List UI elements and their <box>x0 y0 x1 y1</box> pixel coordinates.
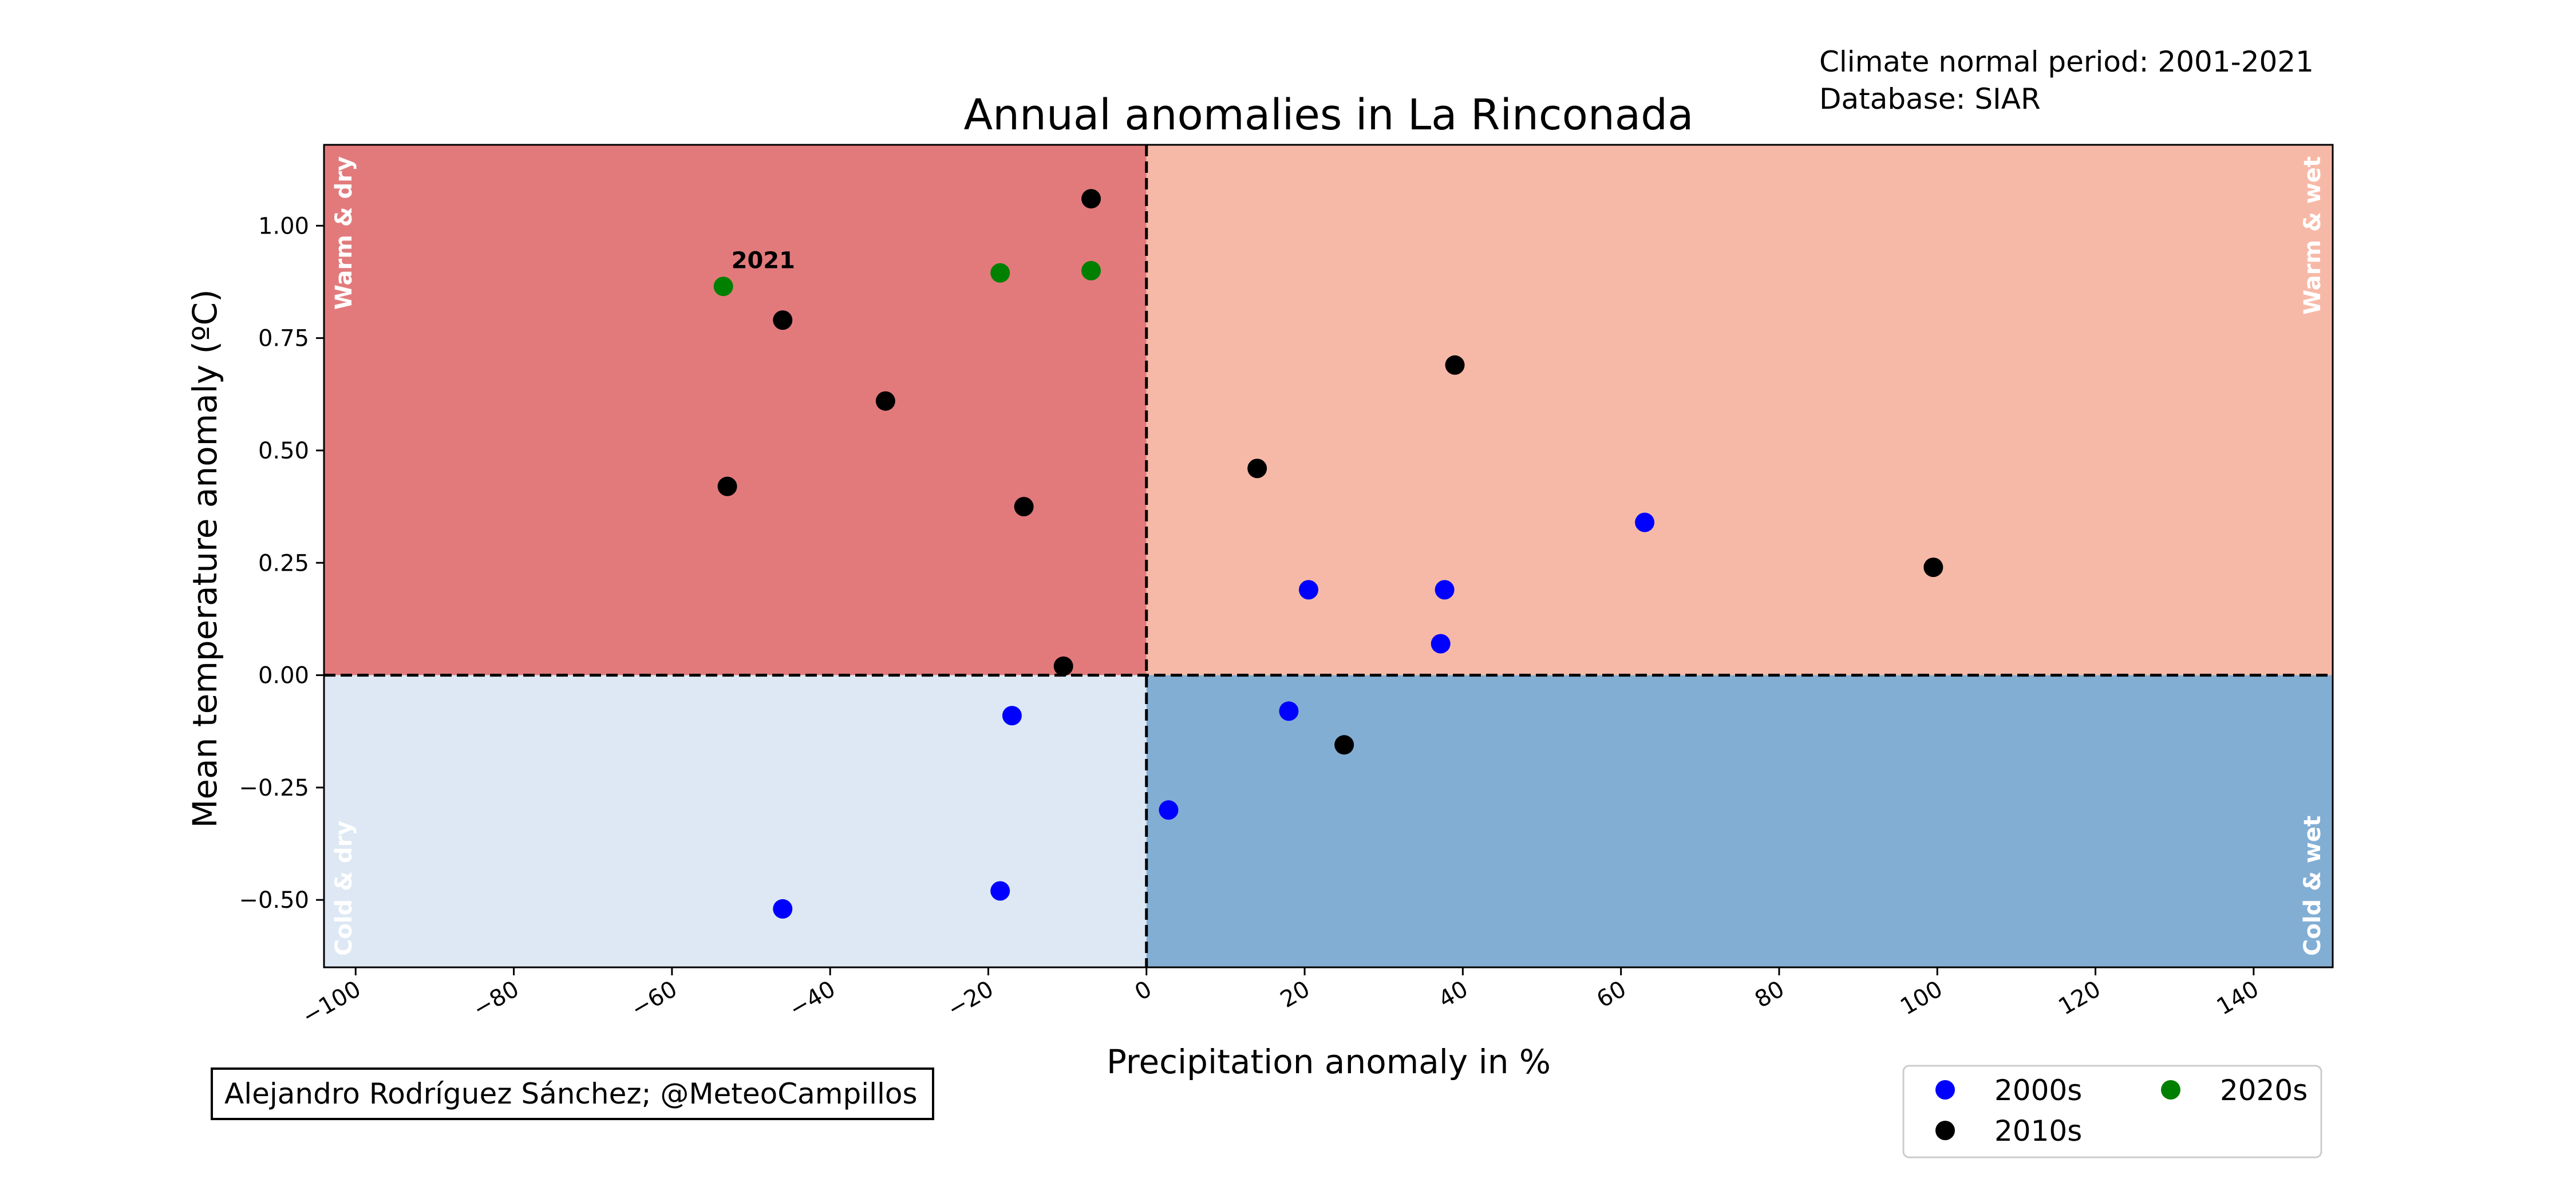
info-database: Database: SIAR <box>1819 82 2041 116</box>
data-point-2000s <box>1002 706 1022 726</box>
data-point-2010s <box>1923 557 1943 578</box>
data-point-2020s <box>1081 260 1101 280</box>
y-tick-label: 0.25 <box>258 550 309 576</box>
quadrant-warm-dry <box>324 145 1147 675</box>
data-point-2010s <box>1445 355 1465 375</box>
y-tick-label: 0.75 <box>258 326 309 352</box>
quadrant-warm-wet <box>1146 145 2333 675</box>
chart-title: Annual anomalies in La Rinconada <box>964 90 1694 140</box>
data-point-2020s <box>990 263 1010 283</box>
legend-label-2020s: 2020s <box>2220 1074 2308 1107</box>
data-point-2000s <box>990 881 1010 901</box>
data-point-2010s <box>1053 656 1073 676</box>
data-point-2010s <box>1334 735 1354 755</box>
quadrant-label-cold-wet: Cold & wet <box>2300 816 2326 956</box>
data-point-2000s <box>1279 701 1299 721</box>
data-points <box>713 189 1943 919</box>
x-tick-label: 120 <box>2054 976 2105 1021</box>
data-point-2010s <box>1081 189 1101 209</box>
data-point-2010s <box>1247 458 1267 479</box>
y-tick-label: −0.50 <box>239 887 309 914</box>
data-point-2020s <box>713 276 733 296</box>
x-tick-label: 100 <box>1896 976 1947 1021</box>
x-tick-label: 20 <box>1276 976 1314 1013</box>
legend-marker-2010s <box>1935 1121 1955 1140</box>
legend-marker-2020s <box>2161 1080 2180 1100</box>
x-tick-label: 0 <box>1131 976 1156 1006</box>
data-point-2010s <box>773 310 793 330</box>
data-point-2010s <box>1014 497 1034 517</box>
quadrant-cold-dry <box>324 675 1147 967</box>
y-tick-label: 0.00 <box>258 663 309 689</box>
data-point-2000s <box>1435 580 1455 600</box>
x-tick-label: −100 <box>298 976 365 1030</box>
data-point-2000s <box>773 899 793 919</box>
quadrant-label-cold-dry: Cold & dry <box>331 821 357 956</box>
quadrant-label-warm-wet: Warm & wet <box>2300 156 2326 315</box>
data-point-2000s <box>1298 580 1318 600</box>
legend-label-2000s: 2000s <box>1994 1074 2082 1107</box>
quadrant-cold-wet <box>1146 675 2333 967</box>
y-tick-label: 1.00 <box>258 213 309 239</box>
x-tick-label: −60 <box>627 976 682 1023</box>
data-point-2000s <box>1159 800 1179 820</box>
credit-text: Alejandro Rodríguez Sánchez; @MeteoCampi… <box>224 1077 918 1110</box>
x-tick-label: 140 <box>2212 976 2263 1021</box>
annotation-label: 2021 <box>732 247 795 274</box>
x-tick-label: 60 <box>1593 976 1631 1013</box>
legend-marker-2000s <box>1935 1080 1955 1100</box>
annotations: 2021 <box>732 247 795 274</box>
y-tick-label: −0.25 <box>239 775 309 801</box>
data-point-2000s <box>1431 634 1451 654</box>
x-tick-label: 40 <box>1434 976 1472 1013</box>
x-tick-label: −80 <box>468 976 523 1023</box>
y-axis-title: Mean temperature anomaly (ºC) <box>185 289 224 828</box>
info-normal-period: Climate normal period: 2001-2021 <box>1819 45 2314 78</box>
x-tick-label: −40 <box>785 976 840 1023</box>
data-point-2010s <box>717 476 737 496</box>
x-axis-title: Precipitation anomaly in % <box>1107 1042 1551 1081</box>
credit-box <box>211 1067 934 1120</box>
plot-frame <box>323 144 2334 968</box>
quadrant-label-warm-dry: Warm & dry <box>331 156 357 310</box>
legend-box <box>1902 1065 2322 1158</box>
legend-label-2010s: 2010s <box>1994 1114 2082 1148</box>
data-point-2000s <box>1635 512 1655 532</box>
x-tick-label: −20 <box>943 976 998 1023</box>
y-tick-label: 0.50 <box>258 438 309 464</box>
x-tick-label: 80 <box>1751 976 1789 1013</box>
data-point-2010s <box>875 391 895 411</box>
